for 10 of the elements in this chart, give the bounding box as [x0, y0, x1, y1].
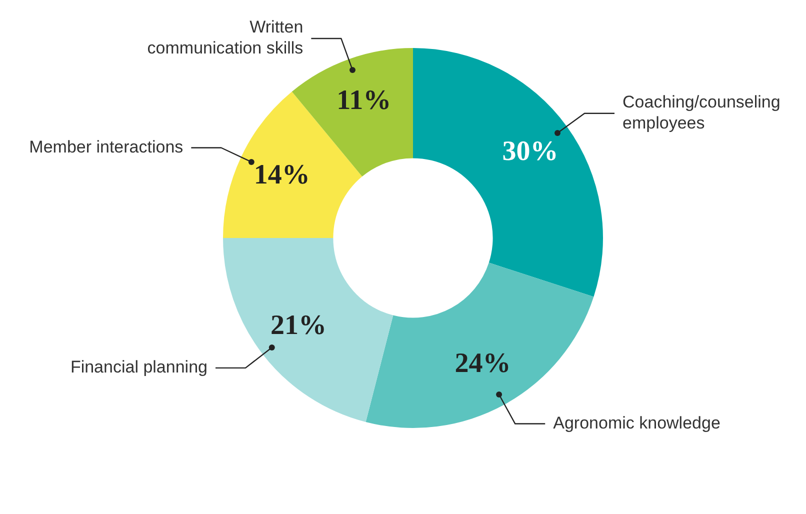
slice-label: Financial planning — [70, 358, 208, 377]
data-label: 14% — [254, 160, 310, 191]
data-label: 21% — [270, 310, 327, 342]
data-label: 24% — [454, 348, 511, 380]
data-label: 30% — [502, 136, 558, 168]
slice-label: Member interactions — [29, 137, 184, 156]
data-label: 11% — [336, 84, 392, 116]
slice-label: Written communication skills — [147, 18, 304, 58]
slice-label: Agronomic knowledge — [553, 413, 720, 432]
slice-label: Coaching/counseling employees — [622, 92, 780, 133]
